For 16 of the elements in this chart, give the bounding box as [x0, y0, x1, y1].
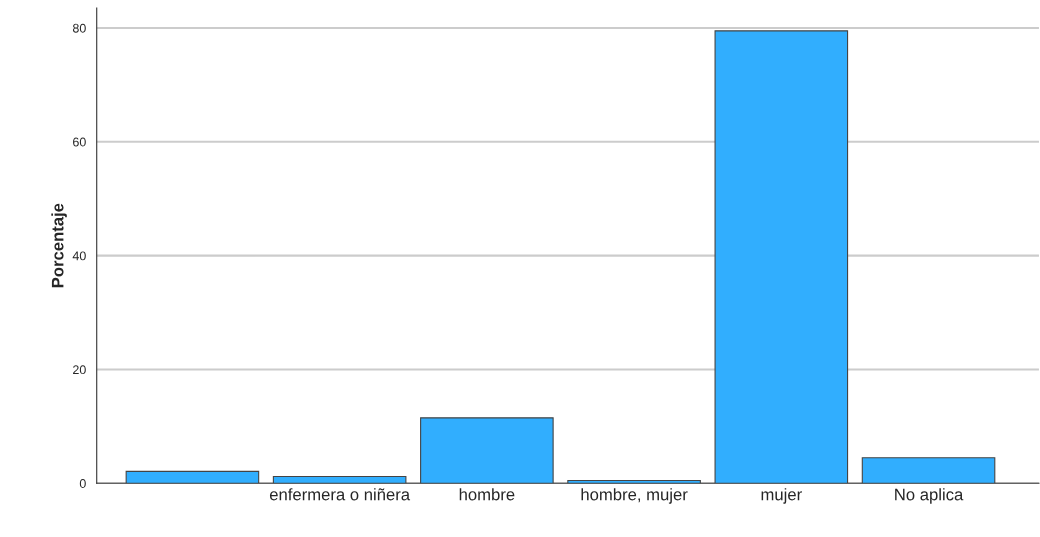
x-tick-label: hombre, mujer: [581, 488, 688, 504]
bar: [125, 470, 260, 484]
y-tick-label: 0: [79, 479, 86, 488]
bar: [714, 30, 849, 484]
y-tick-label: 80: [72, 23, 86, 33]
x-tick-label: enfermera o niñera: [269, 488, 411, 501]
y-tick-label: 40: [72, 251, 86, 261]
y-tick-label: 60: [73, 137, 86, 147]
x-tick-label: mujer: [761, 488, 802, 504]
bar: [861, 457, 996, 484]
bar: [420, 417, 554, 484]
y-axis-title: Porcentaje: [51, 203, 67, 288]
y-tick-label: 20: [73, 365, 86, 375]
bar: [272, 475, 407, 484]
x-tick-label: hombre: [459, 488, 515, 501]
x-tick-label: No aplica: [895, 488, 964, 504]
